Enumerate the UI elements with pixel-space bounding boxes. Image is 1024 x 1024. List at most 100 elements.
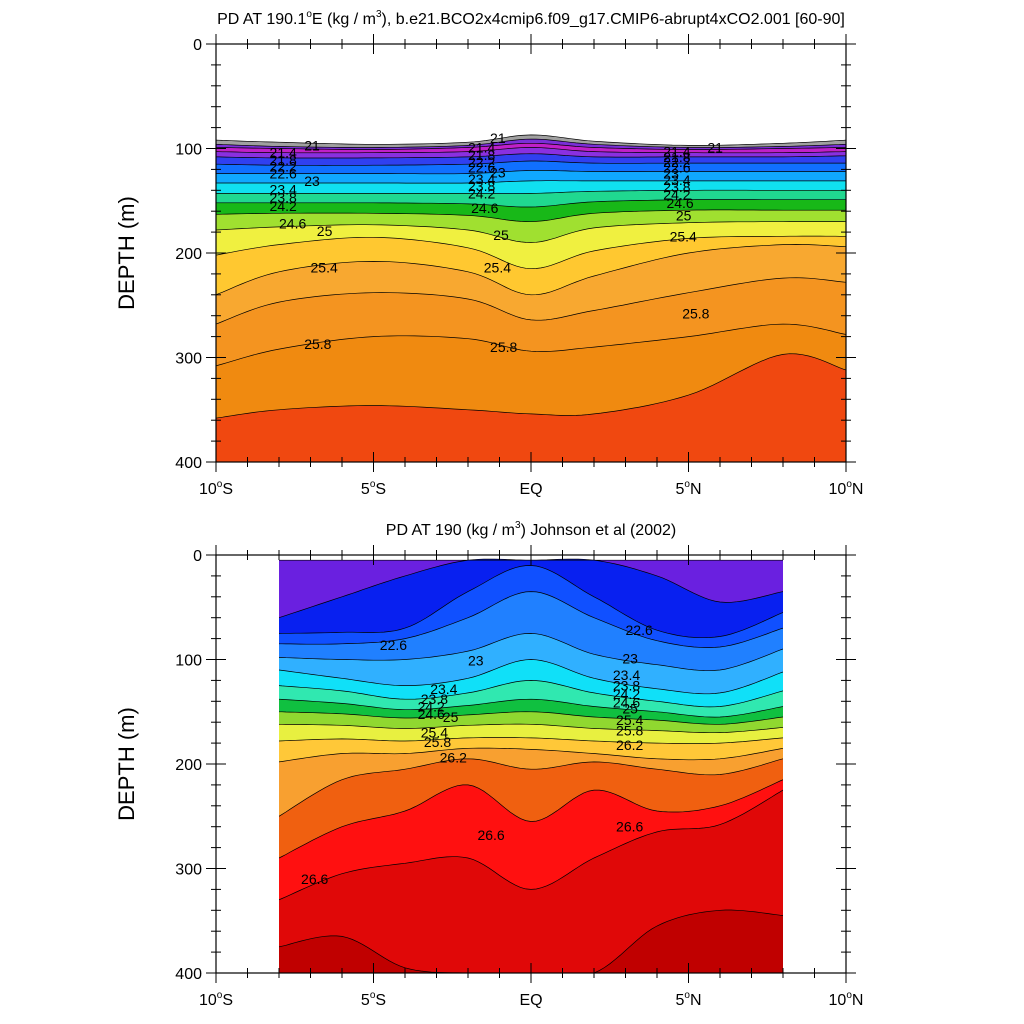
contour-label: 24.6 <box>666 195 693 211</box>
contour-label: 25.4 <box>616 712 643 728</box>
contour-line <box>279 779 783 859</box>
contour-line <box>216 235 846 270</box>
contour-label: 22.6 <box>270 166 297 182</box>
contour-label: 26.6 <box>477 827 504 843</box>
x-tick-label: 5oS <box>361 990 386 1009</box>
contour-label: 25 <box>493 227 509 243</box>
y-tick-label: 200 <box>175 246 202 263</box>
y-tick-label: 400 <box>175 455 202 472</box>
x-tick-label: 10oS <box>199 990 233 1009</box>
contour-line <box>279 591 783 648</box>
contour-label: 25.8 <box>616 723 643 739</box>
contour-label: 23.4 <box>613 667 640 683</box>
contour-line <box>279 747 783 763</box>
contour-line <box>279 565 783 639</box>
contour-label: 21.4 <box>663 144 690 160</box>
contour-line <box>216 353 846 419</box>
contour-label: 23.4 <box>663 172 690 188</box>
contour-label: 22.6 <box>468 159 495 175</box>
contour-label: 25.8 <box>304 336 331 352</box>
contour-label: 23 <box>622 650 638 666</box>
contour-label: 26.6 <box>616 819 643 835</box>
contour-line <box>279 909 783 973</box>
contour-label: 23.4 <box>270 181 297 197</box>
chart-title: PD AT 190.1oE (kg / m3), b.e21.BCO2x4cmi… <box>217 9 845 28</box>
contour-label: 26.2 <box>440 750 467 766</box>
contour-label: 25 <box>317 223 333 239</box>
contour-label: 21.4 <box>270 145 297 161</box>
contour-line <box>216 189 846 194</box>
contour-line <box>216 180 846 184</box>
contour-line <box>279 723 783 734</box>
contour-label: 23.8 <box>613 678 640 694</box>
contour-label: 22.2 <box>663 154 690 170</box>
contour-label: 22.6 <box>626 622 653 638</box>
contour-label: 24.2 <box>663 186 690 202</box>
contour-line <box>216 134 846 146</box>
contour-label: 26.2 <box>616 737 643 753</box>
contour-line <box>279 698 783 718</box>
contour-line <box>216 153 846 159</box>
contour-line <box>216 138 846 148</box>
contour-label: 24.2 <box>468 185 495 201</box>
contour-label: 22.6 <box>663 159 690 175</box>
contour-line <box>279 633 783 672</box>
contour-label: 23.8 <box>421 691 448 707</box>
contour-label: 23.8 <box>270 190 297 206</box>
contour-label: 22.2 <box>468 154 495 170</box>
contour-label: 25.8 <box>424 734 451 750</box>
y-axis-label: DEPTH (m) <box>114 196 139 310</box>
chart-title: PD AT 190 (kg / m3) Johnson et al (2002) <box>386 520 676 539</box>
contour-line <box>216 209 846 223</box>
y-tick-label: 0 <box>193 37 202 54</box>
contour-label: 21.8 <box>663 149 690 165</box>
contour-line <box>216 142 846 150</box>
x-tick-label: 10oN <box>829 479 864 498</box>
contour-line <box>279 758 783 817</box>
contour-label: 21 <box>707 139 723 155</box>
contour-label: 25 <box>622 701 638 717</box>
contour-label: 25.4 <box>311 260 338 276</box>
contour-band <box>216 353 846 462</box>
contour-label: 23.8 <box>468 178 495 194</box>
contour-line <box>216 323 846 367</box>
contour-label: 24.6 <box>613 694 640 710</box>
x-tick-label: 5oS <box>361 479 386 498</box>
contour-line <box>279 659 783 695</box>
contour-label: 25.4 <box>421 725 448 741</box>
contour-line <box>279 737 783 744</box>
y-tick-label: 0 <box>193 548 202 565</box>
contour-line <box>216 221 846 243</box>
contour-label: 22.6 <box>380 637 407 653</box>
contour-label: 25.4 <box>670 228 697 244</box>
contour-label: 25 <box>676 207 692 223</box>
y-tick-label: 100 <box>175 653 202 670</box>
y-tick-label: 400 <box>175 966 202 983</box>
contour-label: 24.6 <box>471 200 498 216</box>
y-axis-label: DEPTH (m) <box>114 707 139 821</box>
x-tick-label: EQ <box>519 992 542 1009</box>
contour-label: 23 <box>304 173 320 189</box>
contour-label: 23 <box>490 165 506 181</box>
contour-label: 25.8 <box>490 339 517 355</box>
contour-label: 24.2 <box>613 686 640 702</box>
contour-label: 21 <box>490 130 506 146</box>
x-tick-label: 10oN <box>829 990 864 1009</box>
contour-label: 21.8 <box>270 152 297 168</box>
x-tick-label: 10oS <box>199 479 233 498</box>
contour-label: 21.4 <box>468 139 495 155</box>
contour-label: 23 <box>468 653 484 669</box>
contour-label: 23.8 <box>663 179 690 195</box>
contour-label: 22.2 <box>270 158 297 174</box>
contour-line <box>216 170 846 175</box>
contour-line <box>216 147 846 154</box>
y-tick-label: 200 <box>175 757 202 774</box>
y-tick-label: 300 <box>175 351 202 368</box>
contour-line <box>216 277 846 325</box>
contour-label: 25.8 <box>682 306 709 322</box>
contour-label: 21.8 <box>468 147 495 163</box>
contour-label: 21 <box>304 137 320 153</box>
y-tick-label: 100 <box>175 142 202 159</box>
contour-label: 24.2 <box>270 198 297 214</box>
